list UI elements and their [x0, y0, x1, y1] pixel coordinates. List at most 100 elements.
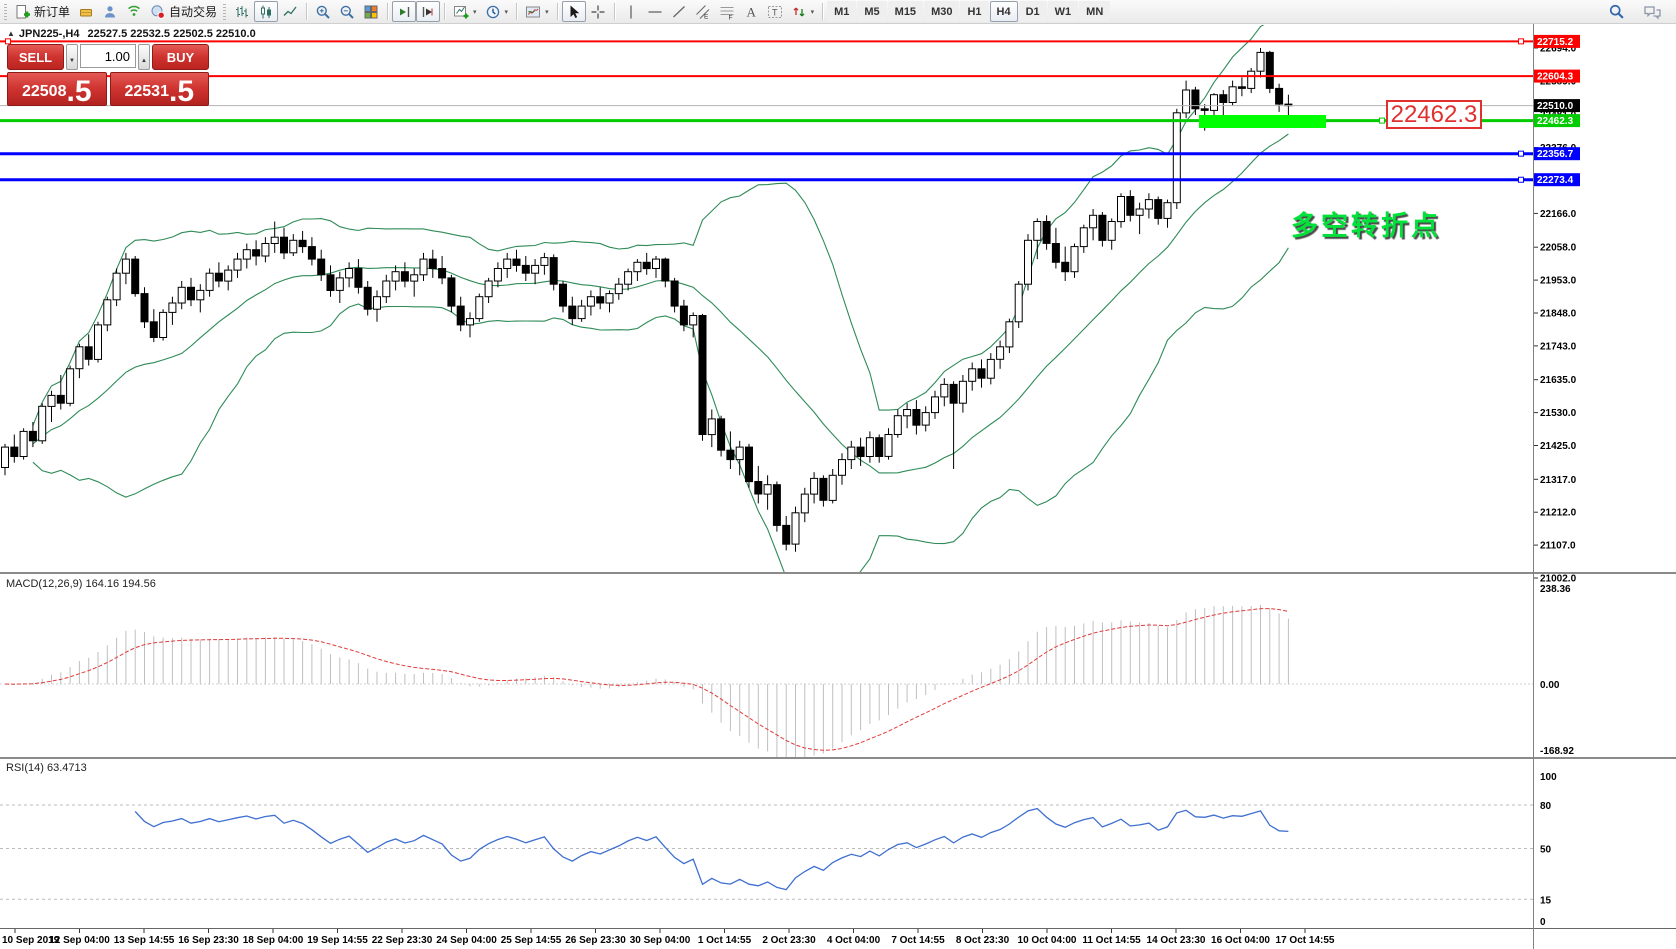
price-tick-label: 21848.0 — [1540, 309, 1577, 320]
line-chart-button[interactable] — [278, 1, 302, 22]
timeframe-H4-button[interactable]: H4 — [989, 1, 1018, 22]
toolbar-separator — [822, 3, 824, 20]
time-tick-label: 14 Oct 23:30 — [1147, 935, 1206, 946]
tile-windows-button[interactable] — [359, 1, 383, 22]
chart-shift-button[interactable] — [416, 1, 441, 22]
text-tool-button[interactable]: A — [739, 1, 763, 22]
timeframe-M30-button[interactable]: M30 — [924, 1, 960, 22]
bar-chart-icon — [236, 5, 249, 17]
cursor-tool-button[interactable] — [561, 1, 586, 22]
price-tick-label: 21635.0 — [1540, 375, 1577, 386]
indicators-button[interactable]: ▾ — [449, 1, 481, 22]
macd-indicator — [0, 604, 1533, 757]
highlight-rectangle[interactable] — [1199, 115, 1326, 128]
candle-body — [252, 249, 261, 257]
equidistant-channel-tool-button[interactable]: E — [691, 1, 715, 22]
chart-objects — [0, 38, 1533, 183]
search-button[interactable] — [1604, 1, 1629, 22]
line-handle[interactable] — [5, 38, 11, 45]
candle-body — [280, 236, 288, 254]
bar-chart-button[interactable] — [230, 1, 254, 22]
line-handle[interactable] — [1518, 38, 1524, 45]
candle-body — [261, 243, 270, 257]
price-callout[interactable]: 22462.3 — [1386, 100, 1482, 129]
candle-body — [1135, 208, 1144, 216]
volume-increase-button[interactable]: ▲ — [138, 44, 150, 70]
chart-canvas[interactable]: 22694.022589.022481.022376.022271.022166… — [0, 24, 1676, 949]
candle-body — [893, 415, 902, 436]
candle-body — [735, 446, 744, 461]
candle-body — [1237, 86, 1246, 89]
volume-input[interactable] — [80, 44, 136, 68]
auto-trading-button[interactable]: 自动交易 — [146, 1, 221, 22]
new-order-button[interactable]: 新订单 — [11, 1, 74, 22]
trendline-tool-button[interactable] — [667, 1, 691, 22]
market-depth-button[interactable] — [74, 1, 98, 22]
vertical-line-tool-button[interactable] — [619, 1, 643, 22]
buy-button[interactable]: BUY — [152, 44, 209, 70]
price-tick-label: 21107.0 — [1540, 541, 1576, 552]
templates-button[interactable]: ▾ — [521, 1, 553, 22]
candle-body — [531, 264, 540, 274]
fibonacci-tool-button[interactable]: F — [715, 1, 739, 22]
time-tick-label: 12 Sep 04:00 — [49, 935, 110, 946]
candle-body — [47, 394, 56, 407]
timeframe-MN-button[interactable]: MN — [1079, 1, 1111, 22]
symbol-period-label: JPN225-,H4 — [18, 28, 80, 40]
rsi-axis-label: 80 — [1540, 801, 1552, 812]
signals-button[interactable] — [122, 1, 146, 22]
timeframe-W1-button[interactable]: W1 — [1047, 1, 1079, 22]
sell-button[interactable]: SELL — [7, 44, 64, 70]
time-tick-label: 11 Oct 14:55 — [1082, 935, 1141, 946]
line-handle[interactable] — [1518, 150, 1524, 157]
timeframe-M1-button[interactable]: M1 — [827, 1, 857, 22]
candle-body — [121, 258, 130, 274]
trade-panel-collapse-icon[interactable]: ▲ — [7, 29, 15, 38]
volume-decrease-button[interactable]: ▼ — [66, 44, 78, 70]
candle-body — [354, 268, 363, 288]
timeframe-D1-button[interactable]: D1 — [1018, 1, 1047, 22]
search-icon — [1609, 4, 1624, 19]
candlestick-chart-button[interactable] — [254, 1, 279, 22]
chart-window[interactable]: 22694.022589.022481.022376.022271.022166… — [0, 24, 1676, 949]
time-tick-label: 10 Sep 2019 — [2, 935, 60, 946]
candle-body — [484, 280, 493, 298]
auto-scroll-button[interactable] — [392, 1, 417, 22]
timeframe-H1-button[interactable]: H1 — [960, 1, 989, 22]
vertical-line-icon — [629, 5, 632, 18]
sell-price-box[interactable]: 22508.5 — [7, 72, 107, 106]
candle-body — [568, 305, 577, 320]
accounts-button[interactable] — [98, 1, 122, 22]
price-tick-label: 22058.0 — [1540, 243, 1577, 254]
horizontal-line-icon — [648, 10, 662, 13]
toolbar-right-group — [1604, 1, 1666, 22]
horizontal-line-tool-button[interactable] — [643, 1, 667, 22]
time-tick-label: 10 Oct 04:00 — [1018, 935, 1077, 946]
price-tag-22715.2 — [1534, 34, 1580, 48]
line-handle[interactable] — [1518, 176, 1524, 183]
indicators-icon — [454, 5, 469, 18]
text-label-tool-button[interactable]: T — [763, 1, 787, 22]
zoom-out-button[interactable] — [335, 1, 359, 22]
price-axis[interactable]: 22694.022589.022481.022376.022271.022166… — [1533, 24, 1581, 949]
timeframe-M5-button[interactable]: M5 — [857, 1, 887, 22]
time-tick-label: 18 Sep 04:00 — [243, 935, 304, 946]
periods-button[interactable]: ▾ — [481, 1, 513, 22]
price-tick-label: 21317.0 — [1540, 475, 1577, 486]
chat-button[interactable] — [1639, 1, 1666, 22]
candle-body — [1061, 261, 1070, 273]
candle-body — [456, 305, 465, 326]
timeframe-M15-button[interactable]: M15 — [887, 1, 924, 22]
candle-body — [577, 305, 586, 320]
candle-body — [1182, 89, 1191, 114]
candlestick-chart-icon — [261, 5, 272, 18]
crosshair-tool-button[interactable] — [586, 1, 610, 22]
arrows-tool-button[interactable]: ▾ — [787, 1, 819, 22]
buy-price-box[interactable]: 22531.5 — [109, 72, 209, 106]
line-handle[interactable] — [1379, 117, 1385, 124]
zoom-in-button[interactable] — [311, 1, 335, 22]
annotation-text-cn[interactable]: 多空转折点 — [1291, 211, 1441, 241]
candle-body — [1210, 94, 1218, 111]
